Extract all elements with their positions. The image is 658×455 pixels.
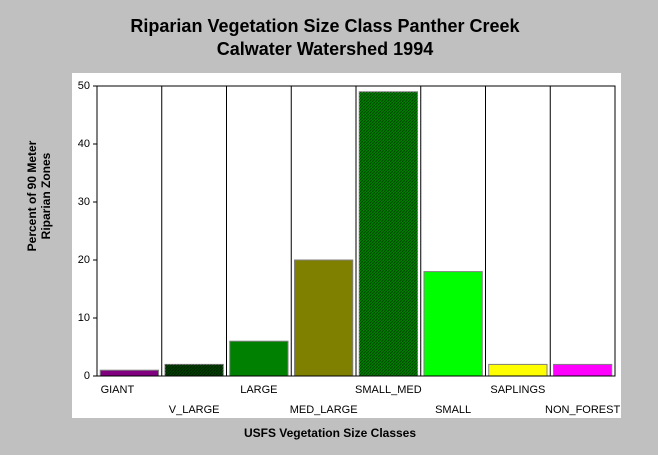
x-axis-label: USFS Vegetation Size Classes <box>244 426 416 440</box>
plot-border <box>96 85 616 377</box>
y-axis-label: Percent of 90 Meter <box>25 140 39 251</box>
bar <box>552 363 613 377</box>
y-tick-label: 30 <box>78 196 90 208</box>
y-axis-label: Riparian Zones <box>39 152 53 239</box>
bar <box>488 363 548 377</box>
chart-title: Riparian Vegetation Size Class Panther C… <box>130 16 520 36</box>
bar <box>423 271 483 377</box>
bar <box>293 259 354 377</box>
x-tick-label: NON_FOREST <box>545 404 620 416</box>
y-tick-label: 10 <box>78 312 90 324</box>
x-tick-label: SMALL <box>435 404 471 416</box>
y-tick-label: 50 <box>78 80 90 92</box>
y-tick-label: 0 <box>84 370 90 382</box>
bar-hatch <box>359 91 418 377</box>
x-tick-label: MED_LARGE <box>290 404 358 416</box>
bar-hatch <box>164 364 224 376</box>
x-tick-label: SAPLINGS <box>490 384 545 396</box>
bar <box>229 340 289 377</box>
x-tick-label: SMALL_MED <box>355 384 422 396</box>
y-tick-label: 40 <box>78 138 90 150</box>
x-tick-label: V_LARGE <box>169 404 220 416</box>
x-tick-label: GIANT <box>101 384 135 396</box>
bar <box>99 369 160 377</box>
y-tick-label: 20 <box>78 254 90 266</box>
x-tick-label: LARGE <box>240 384 277 396</box>
chart-title: Calwater Watershed 1994 <box>217 39 433 59</box>
